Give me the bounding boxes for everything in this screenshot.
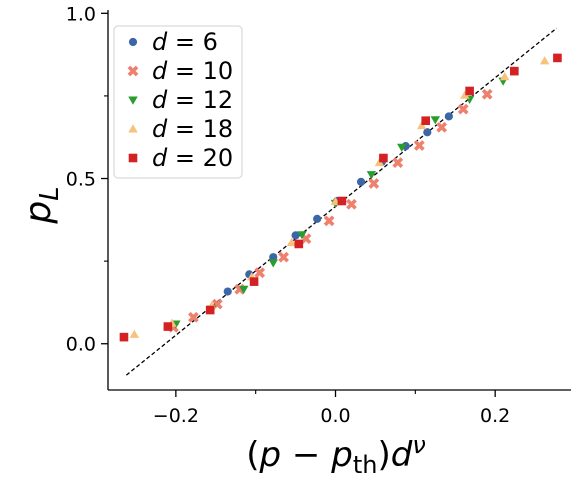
legend-label-value: = 10 bbox=[167, 57, 233, 85]
y-axis-label-main: p bbox=[18, 201, 59, 225]
data-point bbox=[392, 157, 404, 169]
data-point bbox=[397, 143, 407, 152]
y-axis-label: pL bbox=[18, 186, 65, 224]
legend-label-var: d bbox=[152, 115, 168, 143]
legend: d = 6d = 10d = 12d = 18d = 20 bbox=[113, 25, 243, 179]
data-point bbox=[268, 259, 278, 268]
data-point bbox=[379, 153, 388, 163]
data-point bbox=[291, 231, 300, 240]
data-point bbox=[444, 112, 453, 121]
data-point bbox=[460, 90, 470, 99]
legend-label-var: d bbox=[152, 28, 168, 56]
x-axis-label-pth: p bbox=[330, 435, 353, 475]
legend-label-var: d bbox=[152, 86, 168, 114]
x-axis-label: (p − pth)dν bbox=[246, 431, 425, 479]
legend-label: d = 6 bbox=[152, 28, 218, 56]
x-axis-label-d: d bbox=[391, 435, 413, 475]
data-point bbox=[423, 128, 432, 137]
data-point bbox=[188, 311, 199, 323]
data-point bbox=[465, 86, 474, 96]
data-point bbox=[269, 253, 278, 262]
data-point bbox=[337, 196, 347, 206]
plot-marks bbox=[119, 27, 562, 376]
legend-label-value: = 20 bbox=[167, 144, 233, 172]
x-axis-label-p: p bbox=[259, 435, 282, 475]
axes: −0.2 0.0 0.2 0.0 0.5 1.0 bbox=[66, 3, 571, 427]
data-point bbox=[286, 237, 297, 247]
legend-label: d = 18 bbox=[152, 115, 233, 143]
legend-marker bbox=[128, 96, 138, 105]
series-d-20 bbox=[119, 53, 562, 342]
data-point bbox=[416, 120, 427, 130]
data-point bbox=[129, 329, 140, 338]
data-point bbox=[436, 121, 448, 133]
x-axis-label-minus: − bbox=[281, 435, 331, 475]
data-point bbox=[346, 198, 357, 210]
data-point bbox=[297, 231, 307, 240]
data-point bbox=[430, 116, 441, 125]
x-tick-label: 0.0 bbox=[320, 405, 350, 427]
data-point bbox=[500, 72, 510, 81]
data-point bbox=[413, 140, 425, 151]
data-point bbox=[323, 215, 335, 227]
data-point bbox=[368, 178, 380, 189]
data-point bbox=[294, 239, 304, 249]
series-d-10 bbox=[168, 88, 493, 333]
legend-marker bbox=[128, 153, 138, 163]
x-tick-label: −0.2 bbox=[153, 405, 199, 427]
data-point bbox=[223, 287, 232, 296]
data-point bbox=[119, 332, 129, 342]
data-point bbox=[510, 66, 519, 76]
data-point bbox=[539, 56, 550, 65]
data-point bbox=[205, 305, 215, 315]
x-axis-label-nu: ν bbox=[412, 431, 425, 459]
legend-label: d = 12 bbox=[152, 86, 233, 114]
x-tick-label: 0.2 bbox=[480, 405, 510, 427]
data-point bbox=[366, 171, 377, 180]
data-point bbox=[553, 53, 562, 63]
data-point bbox=[254, 267, 266, 279]
data-point bbox=[238, 285, 249, 294]
legend-label: d = 20 bbox=[152, 144, 233, 172]
data-point bbox=[249, 277, 259, 286]
data-point bbox=[457, 103, 469, 115]
legend-label-var: d bbox=[152, 144, 168, 172]
legend-label-value: = 6 bbox=[167, 28, 218, 56]
data-point bbox=[313, 214, 322, 223]
data-point bbox=[163, 322, 173, 331]
legend-label: d = 10 bbox=[152, 57, 233, 85]
legend-marker bbox=[128, 37, 138, 47]
legend-label-value: = 18 bbox=[167, 115, 233, 143]
legend-marker bbox=[128, 124, 138, 133]
legend-label-var: d bbox=[152, 57, 168, 85]
data-point bbox=[481, 88, 493, 100]
legend-marker bbox=[127, 65, 139, 77]
x-axis-label-close: ) bbox=[377, 435, 390, 475]
y-tick-label: 0.5 bbox=[66, 169, 96, 191]
legend-box bbox=[113, 25, 243, 179]
y-tick-label: 1.0 bbox=[66, 3, 96, 25]
legend-label-value: = 12 bbox=[167, 86, 233, 114]
x-axis-label-open: ( bbox=[246, 435, 259, 475]
data-point bbox=[278, 251, 289, 263]
data-point bbox=[421, 116, 431, 125]
x-axis-label-th: th bbox=[353, 451, 378, 479]
y-axis-label-sub: L bbox=[35, 186, 65, 201]
data-point bbox=[356, 177, 366, 186]
y-tick-label: 0.0 bbox=[66, 334, 96, 356]
